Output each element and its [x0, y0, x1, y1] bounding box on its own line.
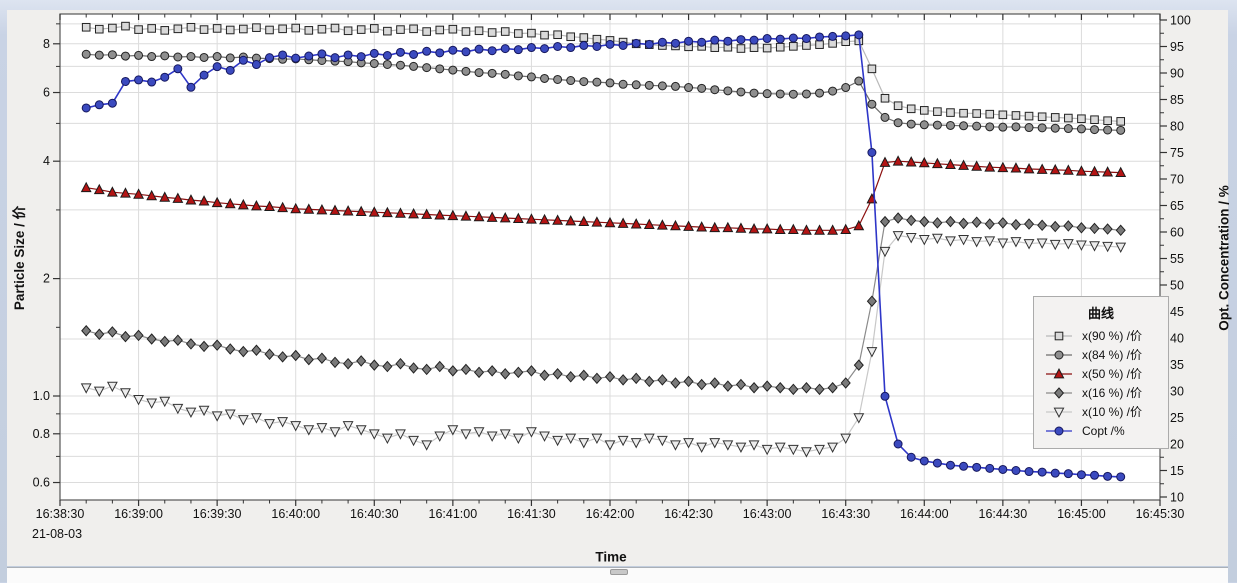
legend-title: 曲线	[1087, 306, 1114, 321]
svg-text:0.8: 0.8	[33, 427, 50, 441]
x-axis-title-text: Time	[595, 549, 627, 565]
legend-marker-icon	[1046, 426, 1072, 435]
svg-text:16:40:00: 16:40:00	[271, 507, 320, 521]
svg-text:65: 65	[1170, 199, 1184, 213]
svg-text:16:40:30: 16:40:30	[350, 507, 399, 521]
svg-text:100: 100	[1170, 14, 1191, 28]
legend-item-label: Copt /%	[1082, 423, 1125, 438]
svg-text:16:45:00: 16:45:00	[1057, 507, 1106, 521]
splitter-handle[interactable]	[610, 569, 628, 575]
svg-text:16:44:00: 16:44:00	[900, 507, 949, 521]
legend-item[interactable]: x(84 %) /价	[1034, 345, 1168, 364]
svg-text:85: 85	[1170, 93, 1184, 107]
svg-text:35: 35	[1170, 358, 1184, 372]
svg-text:60: 60	[1170, 226, 1184, 240]
legend-item-label: x(50 %) /价	[1082, 367, 1143, 381]
legend-marker-icon	[1046, 331, 1072, 340]
svg-text:16:41:00: 16:41:00	[429, 507, 478, 521]
svg-text:70: 70	[1170, 173, 1184, 187]
legend-item[interactable]: x(10 %) /价	[1034, 402, 1168, 421]
legend-item-label: x(90 %) /价	[1082, 329, 1143, 343]
svg-text:6: 6	[43, 86, 50, 100]
series-x-10-	[80, 231, 1127, 458]
series-copt-	[81, 30, 1126, 482]
y-axis-title-left-text: Particle Size / 价	[12, 205, 27, 311]
legend-item[interactable]: x(16 %) /价	[1034, 383, 1168, 402]
svg-text:16:45:30: 16:45:30	[1136, 507, 1185, 521]
y-axis-title-right-text: Opt. Concentration / %	[1216, 185, 1232, 331]
series-x-50-	[80, 155, 1127, 235]
svg-text:16:42:00: 16:42:00	[586, 507, 635, 521]
axis-date-label: 21-08-03	[32, 527, 83, 541]
legend-item-label: x(10 %) /价	[1082, 405, 1143, 419]
svg-text:16:38:30: 16:38:30	[36, 507, 85, 521]
svg-text:15: 15	[1170, 464, 1184, 478]
svg-text:25: 25	[1170, 411, 1184, 425]
bottom-splitter-strip	[7, 567, 1228, 583]
legend-marker-icon	[1046, 386, 1072, 399]
svg-text:45: 45	[1170, 305, 1184, 319]
svg-text:0.6: 0.6	[33, 476, 50, 490]
legend-item-label: x(16 %) /价	[1082, 386, 1143, 400]
svg-text:4: 4	[43, 154, 50, 168]
svg-text:16:42:30: 16:42:30	[664, 507, 713, 521]
legend-item[interactable]: Copt /%	[1034, 421, 1168, 440]
svg-text:20: 20	[1170, 438, 1184, 452]
svg-text:10: 10	[1170, 491, 1184, 505]
legend-item-label: x(84 %) /价	[1082, 348, 1143, 362]
svg-text:16:41:30: 16:41:30	[507, 507, 556, 521]
svg-text:75: 75	[1170, 146, 1184, 160]
svg-text:16:39:00: 16:39:00	[114, 507, 163, 521]
svg-text:16:43:00: 16:43:00	[743, 507, 792, 521]
svg-text:40: 40	[1170, 332, 1184, 346]
legend-box: 曲线 x(90 %) /价 x(84 %) /价 x(50 %) /价 x(16 %)…	[1033, 296, 1169, 449]
legend-marker-icon	[1046, 350, 1072, 359]
legend-item[interactable]: x(90 %) /价	[1034, 326, 1168, 345]
svg-text:1.0: 1.0	[33, 389, 50, 403]
legend-marker-icon	[1046, 367, 1072, 378]
svg-text:80: 80	[1170, 120, 1184, 134]
series-x-16-	[81, 212, 1126, 396]
svg-text:90: 90	[1170, 67, 1184, 81]
svg-text:16:39:30: 16:39:30	[193, 507, 242, 521]
legend-item[interactable]: x(50 %) /价	[1034, 364, 1168, 383]
svg-text:16:44:30: 16:44:30	[979, 507, 1028, 521]
svg-text:16:43:30: 16:43:30	[821, 507, 870, 521]
svg-text:55: 55	[1170, 252, 1184, 266]
legend-marker-icon	[1046, 407, 1072, 418]
svg-text:2: 2	[43, 272, 50, 286]
svg-text:50: 50	[1170, 279, 1184, 293]
svg-text:95: 95	[1170, 40, 1184, 54]
svg-text:8: 8	[43, 37, 50, 51]
svg-text:30: 30	[1170, 385, 1184, 399]
